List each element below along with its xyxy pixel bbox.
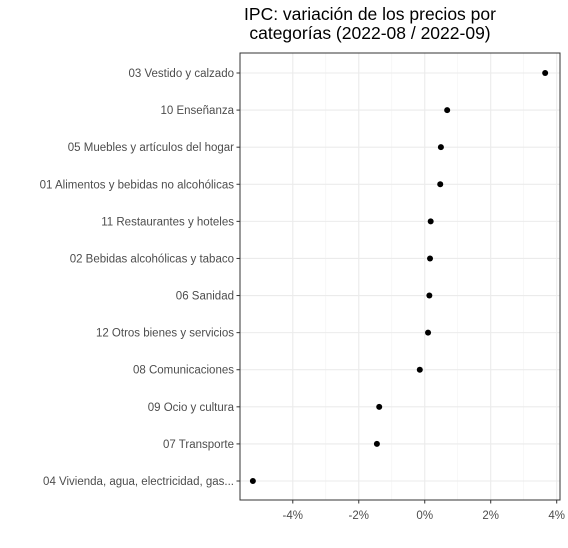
- y-tick-label: 10 Enseñanza: [160, 105, 234, 117]
- data-point: [376, 403, 383, 410]
- data-point: [425, 329, 432, 336]
- data-point: [437, 181, 444, 188]
- y-tick-label: 01 Alimentos y bebidas no alcohólicas: [40, 179, 235, 191]
- y-tick-label: 12 Otros bienes y servicios: [96, 328, 234, 340]
- data-point: [249, 478, 256, 484]
- data-point: [416, 366, 423, 373]
- data-point: [427, 255, 434, 262]
- chart-title-line-2: categorías (2022-08 / 2022-09): [249, 23, 490, 43]
- data-point: [444, 107, 451, 114]
- y-tick-label: 11 Restaurantes y hoteles: [101, 216, 234, 228]
- y-tick-label: 04 Vivienda, agua, electricidad, gas...: [43, 476, 234, 488]
- chart-title-line-1: IPC: variación de los precios por: [244, 4, 496, 24]
- data-point: [427, 218, 434, 225]
- data-point: [542, 70, 549, 76]
- data-point: [373, 440, 380, 447]
- y-tick-label: 06 Sanidad: [176, 291, 234, 303]
- y-tick-label: 07 Transporte: [163, 439, 234, 451]
- y-tick-label: 05 Muebles y artículos del hogar: [68, 142, 234, 154]
- x-tick-label: -4%: [283, 510, 303, 522]
- y-tick-label: 09 Ocio y cultura: [148, 402, 235, 414]
- x-tick-label: 0%: [416, 510, 433, 522]
- x-tick-label: 4%: [548, 510, 565, 522]
- data-point: [437, 144, 444, 151]
- data-point: [426, 292, 433, 299]
- y-tick-label: 08 Comunicaciones: [133, 365, 234, 377]
- plot-panel-border: [239, 52, 561, 501]
- x-tick-label: 2%: [482, 510, 499, 522]
- y-tick-label: 02 Bebidas alcohólicas y tabaco: [70, 253, 234, 265]
- plot-panel-background: [240, 53, 560, 500]
- y-tick-label: 03 Vestido y calzado: [129, 68, 235, 80]
- x-tick-label: -2%: [349, 510, 369, 522]
